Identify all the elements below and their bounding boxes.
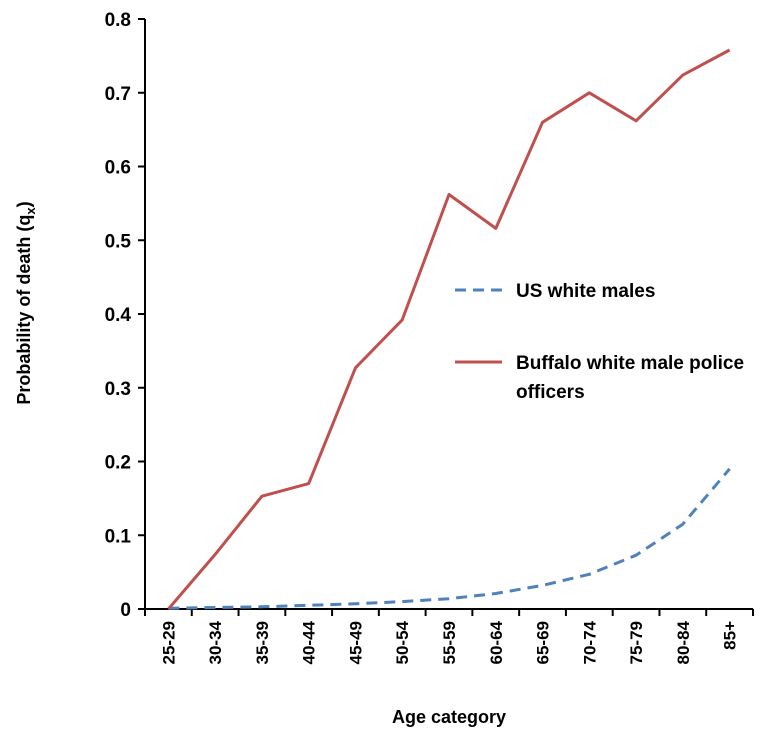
y-tick-label: 0.6: [105, 158, 131, 179]
y-tick-label: 0.3: [105, 379, 131, 400]
y-tick-label: 0: [120, 600, 131, 621]
y-tick-label: 0.8: [105, 10, 131, 31]
legend: US white males Buffalo white male police…: [455, 281, 744, 403]
data-point-us-white-males: [635, 554, 638, 557]
series-line-us-white-males: [168, 467, 731, 610]
data-point-buffalo-police: [167, 608, 170, 611]
x-tick-label: 45-49: [346, 621, 365, 664]
y-axis-title-subscript: x: [23, 207, 38, 215]
x-axis-title: Age category: [392, 707, 506, 727]
x-tick-label: 50-54: [393, 620, 412, 664]
data-point-buffalo-police: [681, 74, 684, 77]
x-tick-label: 65-69: [534, 621, 553, 664]
data-point-us-white-males: [401, 600, 404, 603]
y-axis-title: Probability of death (qx): [14, 201, 38, 404]
data-point-us-white-males: [494, 592, 497, 595]
data-point-buffalo-police: [635, 119, 638, 122]
data-point-us-white-males: [681, 523, 684, 526]
data-point-buffalo-police: [307, 482, 310, 485]
x-axis: 25-29 30-34 35-39 40-44 45-49 50-54 55-59 60-64…: [144, 608, 754, 664]
y-tick-label: 0.1: [105, 526, 132, 547]
data-point-buffalo-police: [728, 49, 731, 52]
data-point-buffalo-police: [494, 227, 497, 230]
y-axis: 0 0.1 0.2 0.3 0.4 0.5 0.6 0.7 0.8: [105, 10, 146, 621]
y-tick-label: 0.4: [105, 305, 132, 326]
data-point-us-white-males: [448, 597, 451, 600]
data-point-buffalo-police: [541, 121, 544, 124]
legend-label-us-white-males: US white males: [516, 281, 655, 302]
series-layer: [167, 48, 731, 611]
data-point-buffalo-police: [401, 318, 404, 321]
x-tick-label: 55-59: [440, 621, 459, 664]
data-point-us-white-males: [588, 573, 591, 576]
y-tick-label: 0.7: [105, 84, 131, 105]
x-tick-label: 70-74: [580, 620, 599, 664]
x-tick-label: 25-29: [159, 621, 178, 664]
data-point-us-white-males: [728, 467, 731, 470]
data-point-buffalo-police: [214, 553, 217, 556]
y-tick-label: 0.5: [105, 231, 132, 252]
x-tick-label: 80-84: [674, 620, 693, 664]
data-point-buffalo-police: [354, 366, 357, 369]
data-point-buffalo-police: [260, 495, 263, 498]
data-point-us-white-males: [354, 602, 357, 605]
x-tick-label: 85+: [721, 621, 740, 650]
data-point-us-white-males: [260, 605, 263, 608]
data-point-us-white-males: [541, 584, 544, 587]
x-tick-label: 35-39: [253, 621, 272, 664]
x-tick-label: 30-34: [206, 620, 225, 664]
x-tick-label: 60-64: [487, 620, 506, 664]
data-point-buffalo-police: [588, 91, 591, 94]
y-tick-label: 0.2: [105, 453, 131, 474]
legend-label-buffalo-police-line1: Buffalo white male police: [516, 353, 744, 374]
data-point-buffalo-police: [448, 193, 451, 196]
x-tick-label: 75-79: [627, 621, 646, 664]
legend-label-buffalo-police-line2: officers: [516, 382, 585, 403]
series-line-buffalo-police: [167, 48, 731, 610]
data-point-us-white-males: [214, 606, 217, 609]
data-point-us-white-males: [307, 604, 310, 607]
x-tick-label: 40-44: [300, 620, 319, 664]
y-axis-title-suffix: ): [14, 201, 34, 207]
